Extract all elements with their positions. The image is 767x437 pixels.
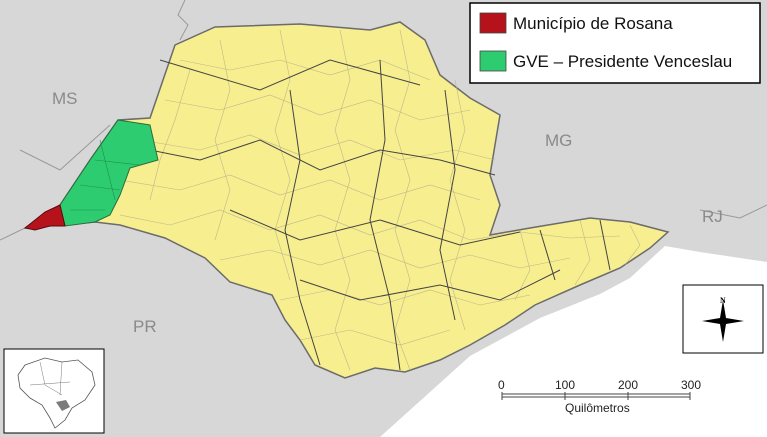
brazil-inset-map: [3, 348, 105, 434]
brazil-outline: [17, 357, 96, 429]
municipal-boundaries: [119, 29, 641, 371]
legend-swatch-gve: [479, 50, 507, 72]
compass-north-label: N: [720, 296, 726, 305]
sao-paulo-state: [24, 21, 670, 379]
legend-box: [469, 2, 761, 84]
legend: Município de Rosana GVE – Presidente Ven…: [469, 2, 761, 84]
legend-label-rosana: Município de Rosana: [513, 14, 673, 33]
legend-swatch-rosana: [479, 12, 507, 34]
rosana-municipality: [23, 204, 66, 231]
regional-boundaries: [149, 59, 611, 371]
label-mg: MG: [545, 131, 572, 150]
sao-paulo-inset-highlight: [56, 400, 70, 411]
label-pr: PR: [133, 317, 157, 336]
north-arrow: N: [682, 284, 764, 354]
scale-tick-300: 300: [681, 378, 701, 392]
compass-rose-icon: [702, 300, 744, 342]
legend-label-gve: GVE – Presidente Venceslau: [513, 52, 732, 71]
gve-internal-boundaries: [70, 139, 141, 211]
scale-unit: Quilômetros: [565, 401, 630, 415]
neighbor-borders: [0, 0, 767, 241]
gve-presidente-venceslau-region: [59, 119, 159, 227]
scale-tick-0: 0: [498, 378, 505, 392]
label-ms: MS: [52, 89, 78, 108]
scale-bar: 0 100 200 300 Quilômetros: [498, 378, 701, 415]
ocean: [380, 246, 767, 437]
scale-tick-200: 200: [618, 378, 638, 392]
scale-tick-100: 100: [555, 378, 575, 392]
label-rj: RJ: [702, 207, 723, 226]
